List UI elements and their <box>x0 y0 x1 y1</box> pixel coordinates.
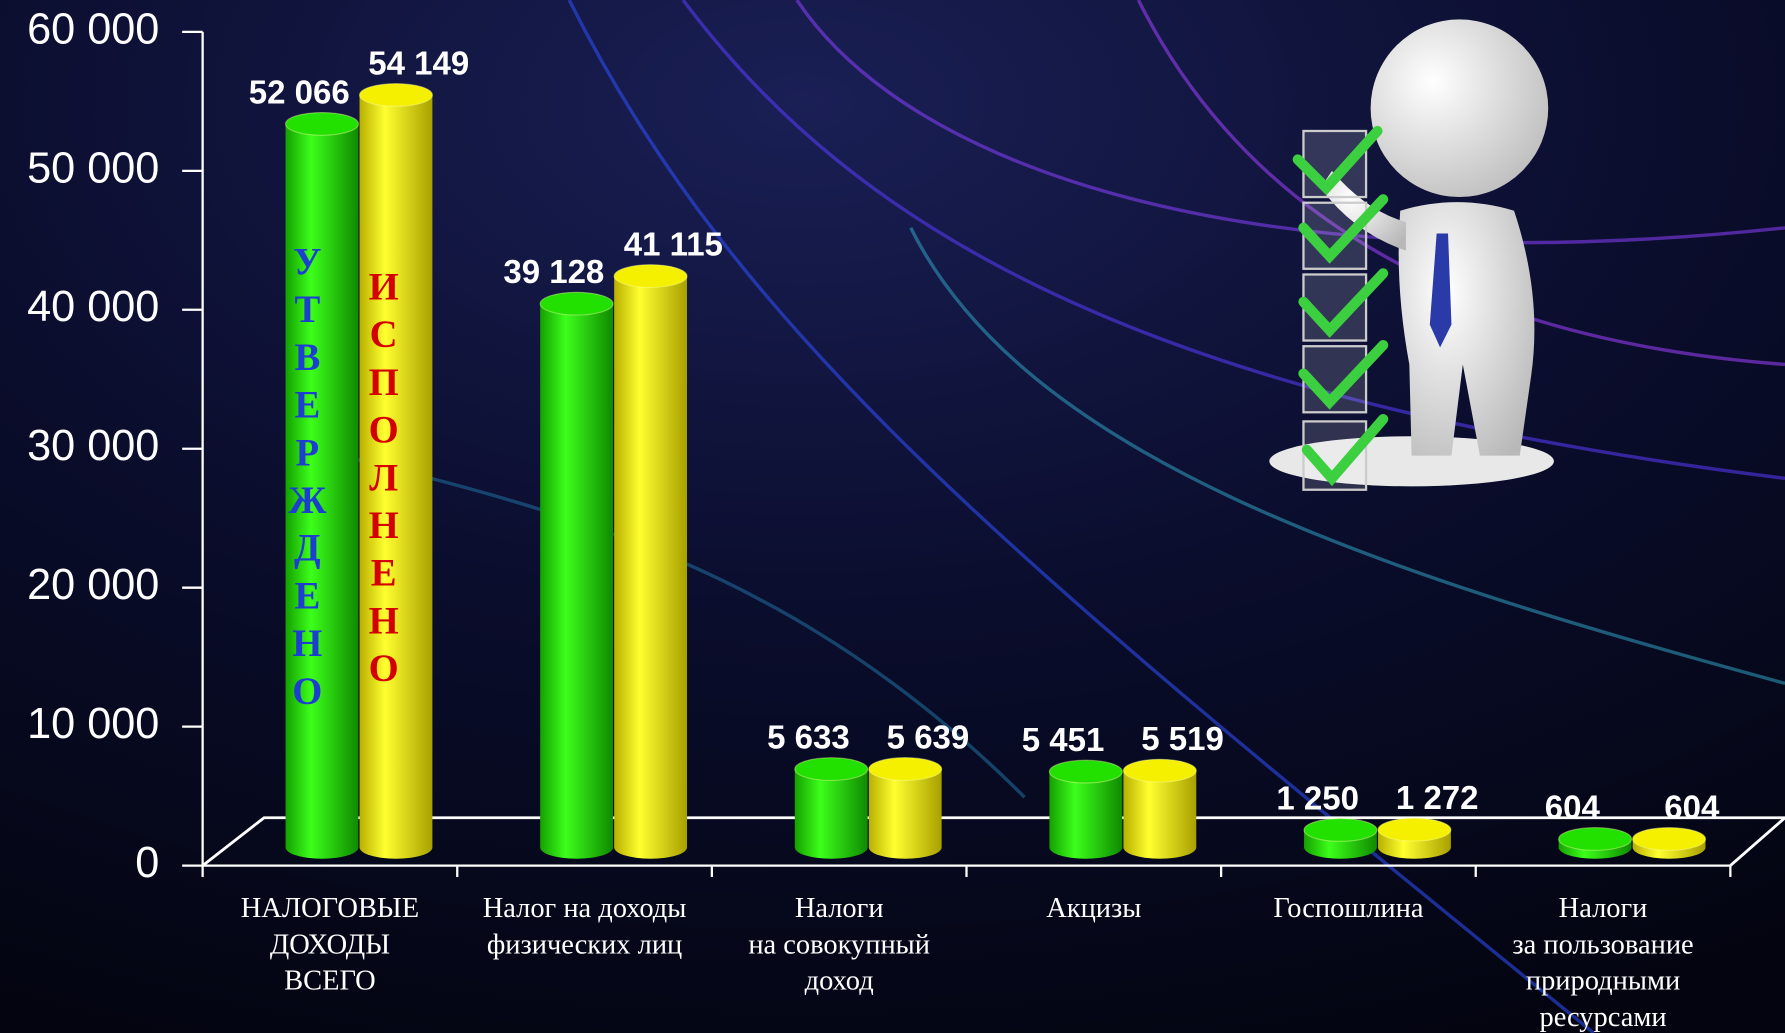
value-label: 5 451 <box>1022 721 1105 758</box>
bar-body <box>285 123 359 848</box>
bar-body <box>794 769 868 848</box>
bar-top <box>1558 827 1633 851</box>
bar-bottom <box>1049 835 1123 859</box>
x-tick-label: природными <box>1526 966 1680 997</box>
bar-top <box>358 83 433 107</box>
bar-bottom <box>1378 835 1451 859</box>
bar-body <box>1049 771 1123 848</box>
bar-top <box>539 291 614 316</box>
y-tick-label: 20 000 <box>27 561 159 609</box>
x-tick-label: на совокупный <box>748 929 930 960</box>
floor <box>201 816 1785 867</box>
x-tick-label: ДОХОДЫ <box>270 929 390 960</box>
bar <box>613 264 688 859</box>
bar-top <box>1303 818 1378 842</box>
bar <box>539 291 614 859</box>
bar <box>1048 759 1123 859</box>
plot: 0 10 000 20 000 30 000 40 000 50 000 60 000 52 … <box>27 5 1785 1033</box>
x-tick-label: Акцизы <box>1046 893 1141 924</box>
y-tick-label: 50 000 <box>27 144 159 192</box>
x-tick-label: НАЛОГОВЫЕ <box>241 893 419 924</box>
bar-body <box>614 276 688 848</box>
x-tick-label: Госпошлина <box>1273 893 1423 924</box>
y-tick-label: 40 000 <box>27 283 159 331</box>
x-tick-label: ресурсами <box>1540 1002 1667 1033</box>
value-label: 604 <box>1664 788 1720 825</box>
value-label: 5 633 <box>767 719 850 756</box>
value-label: 54 149 <box>368 44 469 81</box>
bar-top <box>794 757 869 782</box>
bar-top <box>1122 758 1197 783</box>
bar-bottom <box>1304 835 1377 859</box>
bar-bottom <box>359 835 433 859</box>
bar <box>1377 817 1452 859</box>
x-tick-label: Налог на доходы <box>483 893 687 924</box>
bar <box>358 83 433 859</box>
bar <box>1122 758 1197 859</box>
bar-bottom <box>794 835 868 859</box>
bar-bottom <box>540 835 614 859</box>
x-tick-label: Налоги <box>1559 893 1648 924</box>
bar-bottom <box>614 835 688 859</box>
bar-top <box>284 111 359 136</box>
value-label: 5 519 <box>1141 720 1224 757</box>
x-tick-label: физических лиц <box>487 929 682 960</box>
value-label: 41 115 <box>624 226 723 263</box>
value-label: 604 <box>1545 788 1601 825</box>
value-label: 1 250 <box>1276 779 1359 816</box>
figure <box>1269 19 1554 491</box>
bar <box>1632 827 1707 859</box>
x-tick-label: Налоги <box>795 893 884 924</box>
legend-entry: УТВЕРЖДЕНО <box>286 241 328 718</box>
bar <box>284 111 359 859</box>
bar-body <box>1123 770 1197 848</box>
bar-top <box>1048 759 1123 784</box>
value-label: 5 639 <box>887 718 970 755</box>
y-tick-label: 10 000 <box>27 700 159 748</box>
bar <box>1558 827 1633 859</box>
y-tick-label: 0 <box>135 839 159 887</box>
bar <box>1303 818 1378 859</box>
value-label: 39 128 <box>503 253 604 290</box>
y-tick-label: 30 000 <box>27 422 159 470</box>
bar <box>794 757 869 859</box>
bar-body <box>540 303 614 848</box>
value-label: 1 272 <box>1396 779 1479 816</box>
x-tick-label: за пользование <box>1512 929 1693 960</box>
bar-body <box>359 94 433 848</box>
value-label: 52 066 <box>249 73 350 110</box>
bar-top <box>868 757 943 781</box>
bar <box>868 757 943 859</box>
bar-top <box>613 264 688 289</box>
bar-top <box>1632 827 1707 851</box>
y-tick-label: 60 000 <box>27 5 159 53</box>
bar-body <box>868 769 942 848</box>
bar-bottom <box>285 835 359 859</box>
bar-top <box>1377 817 1452 842</box>
bar-bottom <box>1123 835 1197 859</box>
bar-bottom <box>868 835 942 859</box>
legend-entry: ИСПОЛНЕНО <box>363 267 405 696</box>
x-tick-label: доход <box>805 966 874 997</box>
x-tick-label: ВСЕГО <box>284 966 376 997</box>
